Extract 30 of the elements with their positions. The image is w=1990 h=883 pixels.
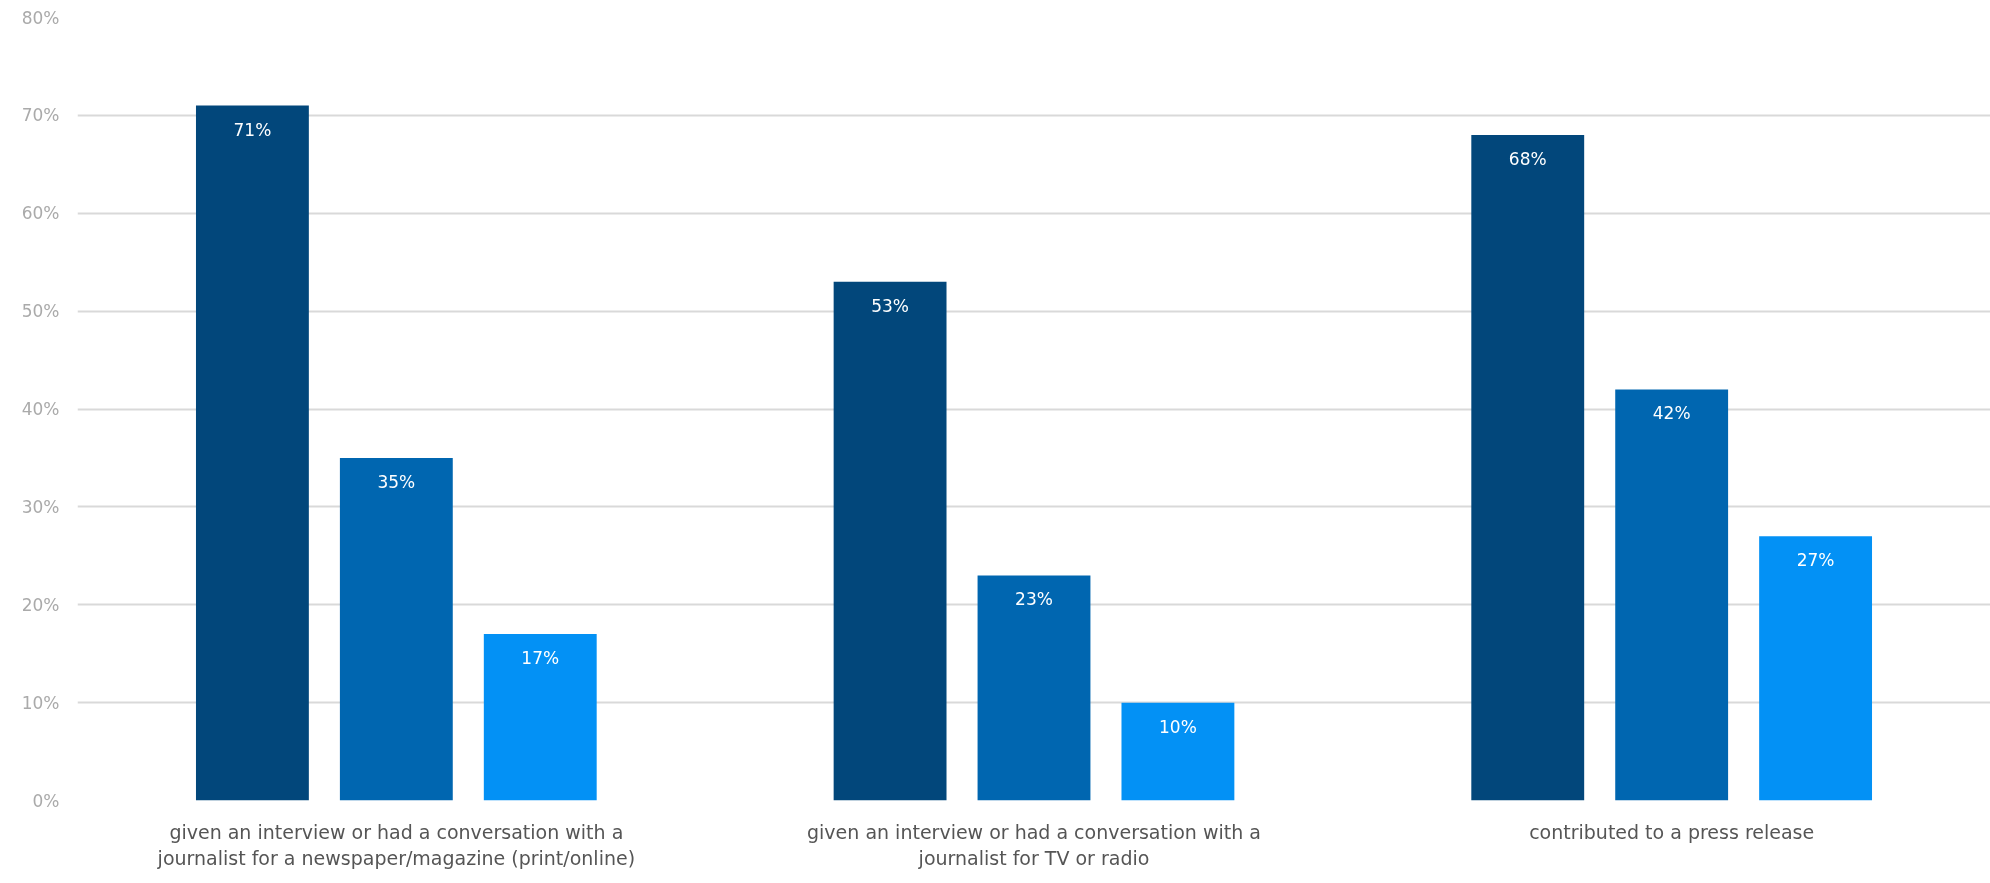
y-tick-label: 80%	[21, 7, 60, 28]
data-label: 42%	[1652, 403, 1691, 424]
bar	[483, 634, 597, 801]
y-tick-label: 20%	[21, 594, 60, 615]
bar	[977, 575, 1091, 801]
bar	[1121, 702, 1235, 801]
y-tick-label: 40%	[21, 399, 60, 419]
bar	[833, 281, 947, 801]
bar	[195, 105, 309, 801]
bar	[339, 457, 453, 801]
bar	[1471, 134, 1585, 801]
y-tick-label: 0%	[32, 790, 60, 811]
y-tick-label: 70%	[21, 105, 60, 126]
data-label: 53%	[871, 295, 909, 316]
data-label: 71%	[233, 119, 272, 140]
y-tick-label: 60%	[21, 203, 60, 224]
y-tick-label: 10%	[21, 692, 60, 713]
y-tick-label: 50%	[21, 301, 60, 322]
x-tick-label: given an interview or had a conversation with a journalist for a newspaper/magazine (print/online)	[156, 820, 636, 869]
y-tick-label: 30%	[21, 496, 60, 517]
x-tick-label: given an interview or had a conversation with a journalist for TV or radio	[807, 820, 1261, 869]
data-label: 10%	[1159, 716, 1197, 737]
data-label: 68%	[1508, 148, 1547, 169]
x-tick-label: contributed to a press release	[1529, 820, 1815, 843]
data-label: 23%	[1015, 589, 1053, 610]
bar	[1759, 536, 1873, 801]
bar	[1615, 389, 1729, 801]
data-label: 35%	[377, 471, 416, 492]
data-label: 27%	[1796, 550, 1835, 571]
data-label: 17%	[521, 648, 560, 669]
